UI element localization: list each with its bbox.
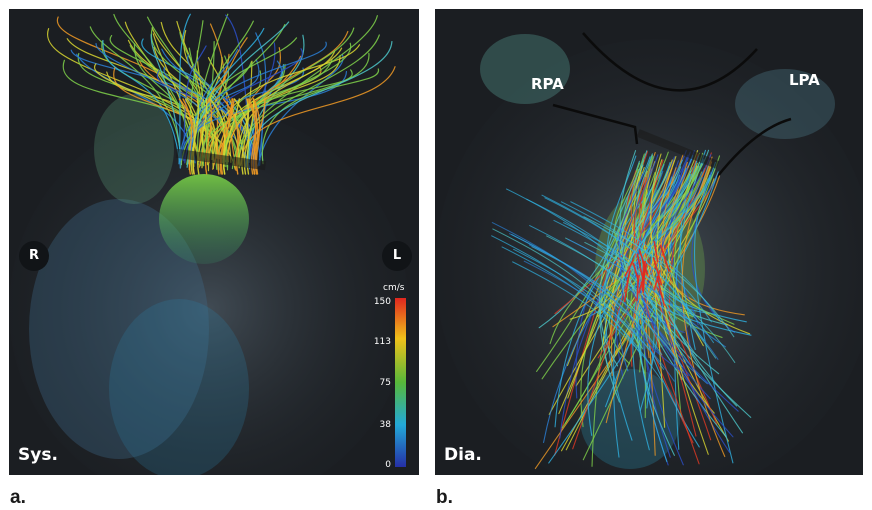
diastolic-flow-image: RPA LPA Dia. — [435, 9, 863, 475]
systolic-phase-label: Sys. — [18, 445, 58, 465]
diastolic-phase-label: Dia. — [444, 445, 482, 465]
colorbar-unit: cm/s — [383, 283, 405, 293]
colorbar-tick: 0 — [385, 460, 391, 470]
diastolic-streamlines — [435, 32, 863, 475]
rpa-label: RPA — [531, 75, 564, 93]
figure-letter-a: a. — [10, 487, 26, 508]
left-side-marker: L — [382, 241, 412, 271]
colorbar-tick: 113 — [373, 337, 391, 347]
right-side-marker: R — [19, 241, 49, 271]
colorbar-tick: 150 — [373, 297, 391, 307]
velocity-colorbar — [395, 298, 406, 467]
colorbar-tick: 75 — [379, 378, 391, 388]
systolic-streamlines — [9, 13, 409, 475]
figure-letter-b: b. — [436, 487, 453, 508]
systolic-flow-image: R L cm/s 150 113 75 38 0 Sys. — [9, 9, 419, 475]
lpa-label: LPA — [789, 71, 820, 89]
colorbar-tick: 38 — [379, 420, 391, 430]
